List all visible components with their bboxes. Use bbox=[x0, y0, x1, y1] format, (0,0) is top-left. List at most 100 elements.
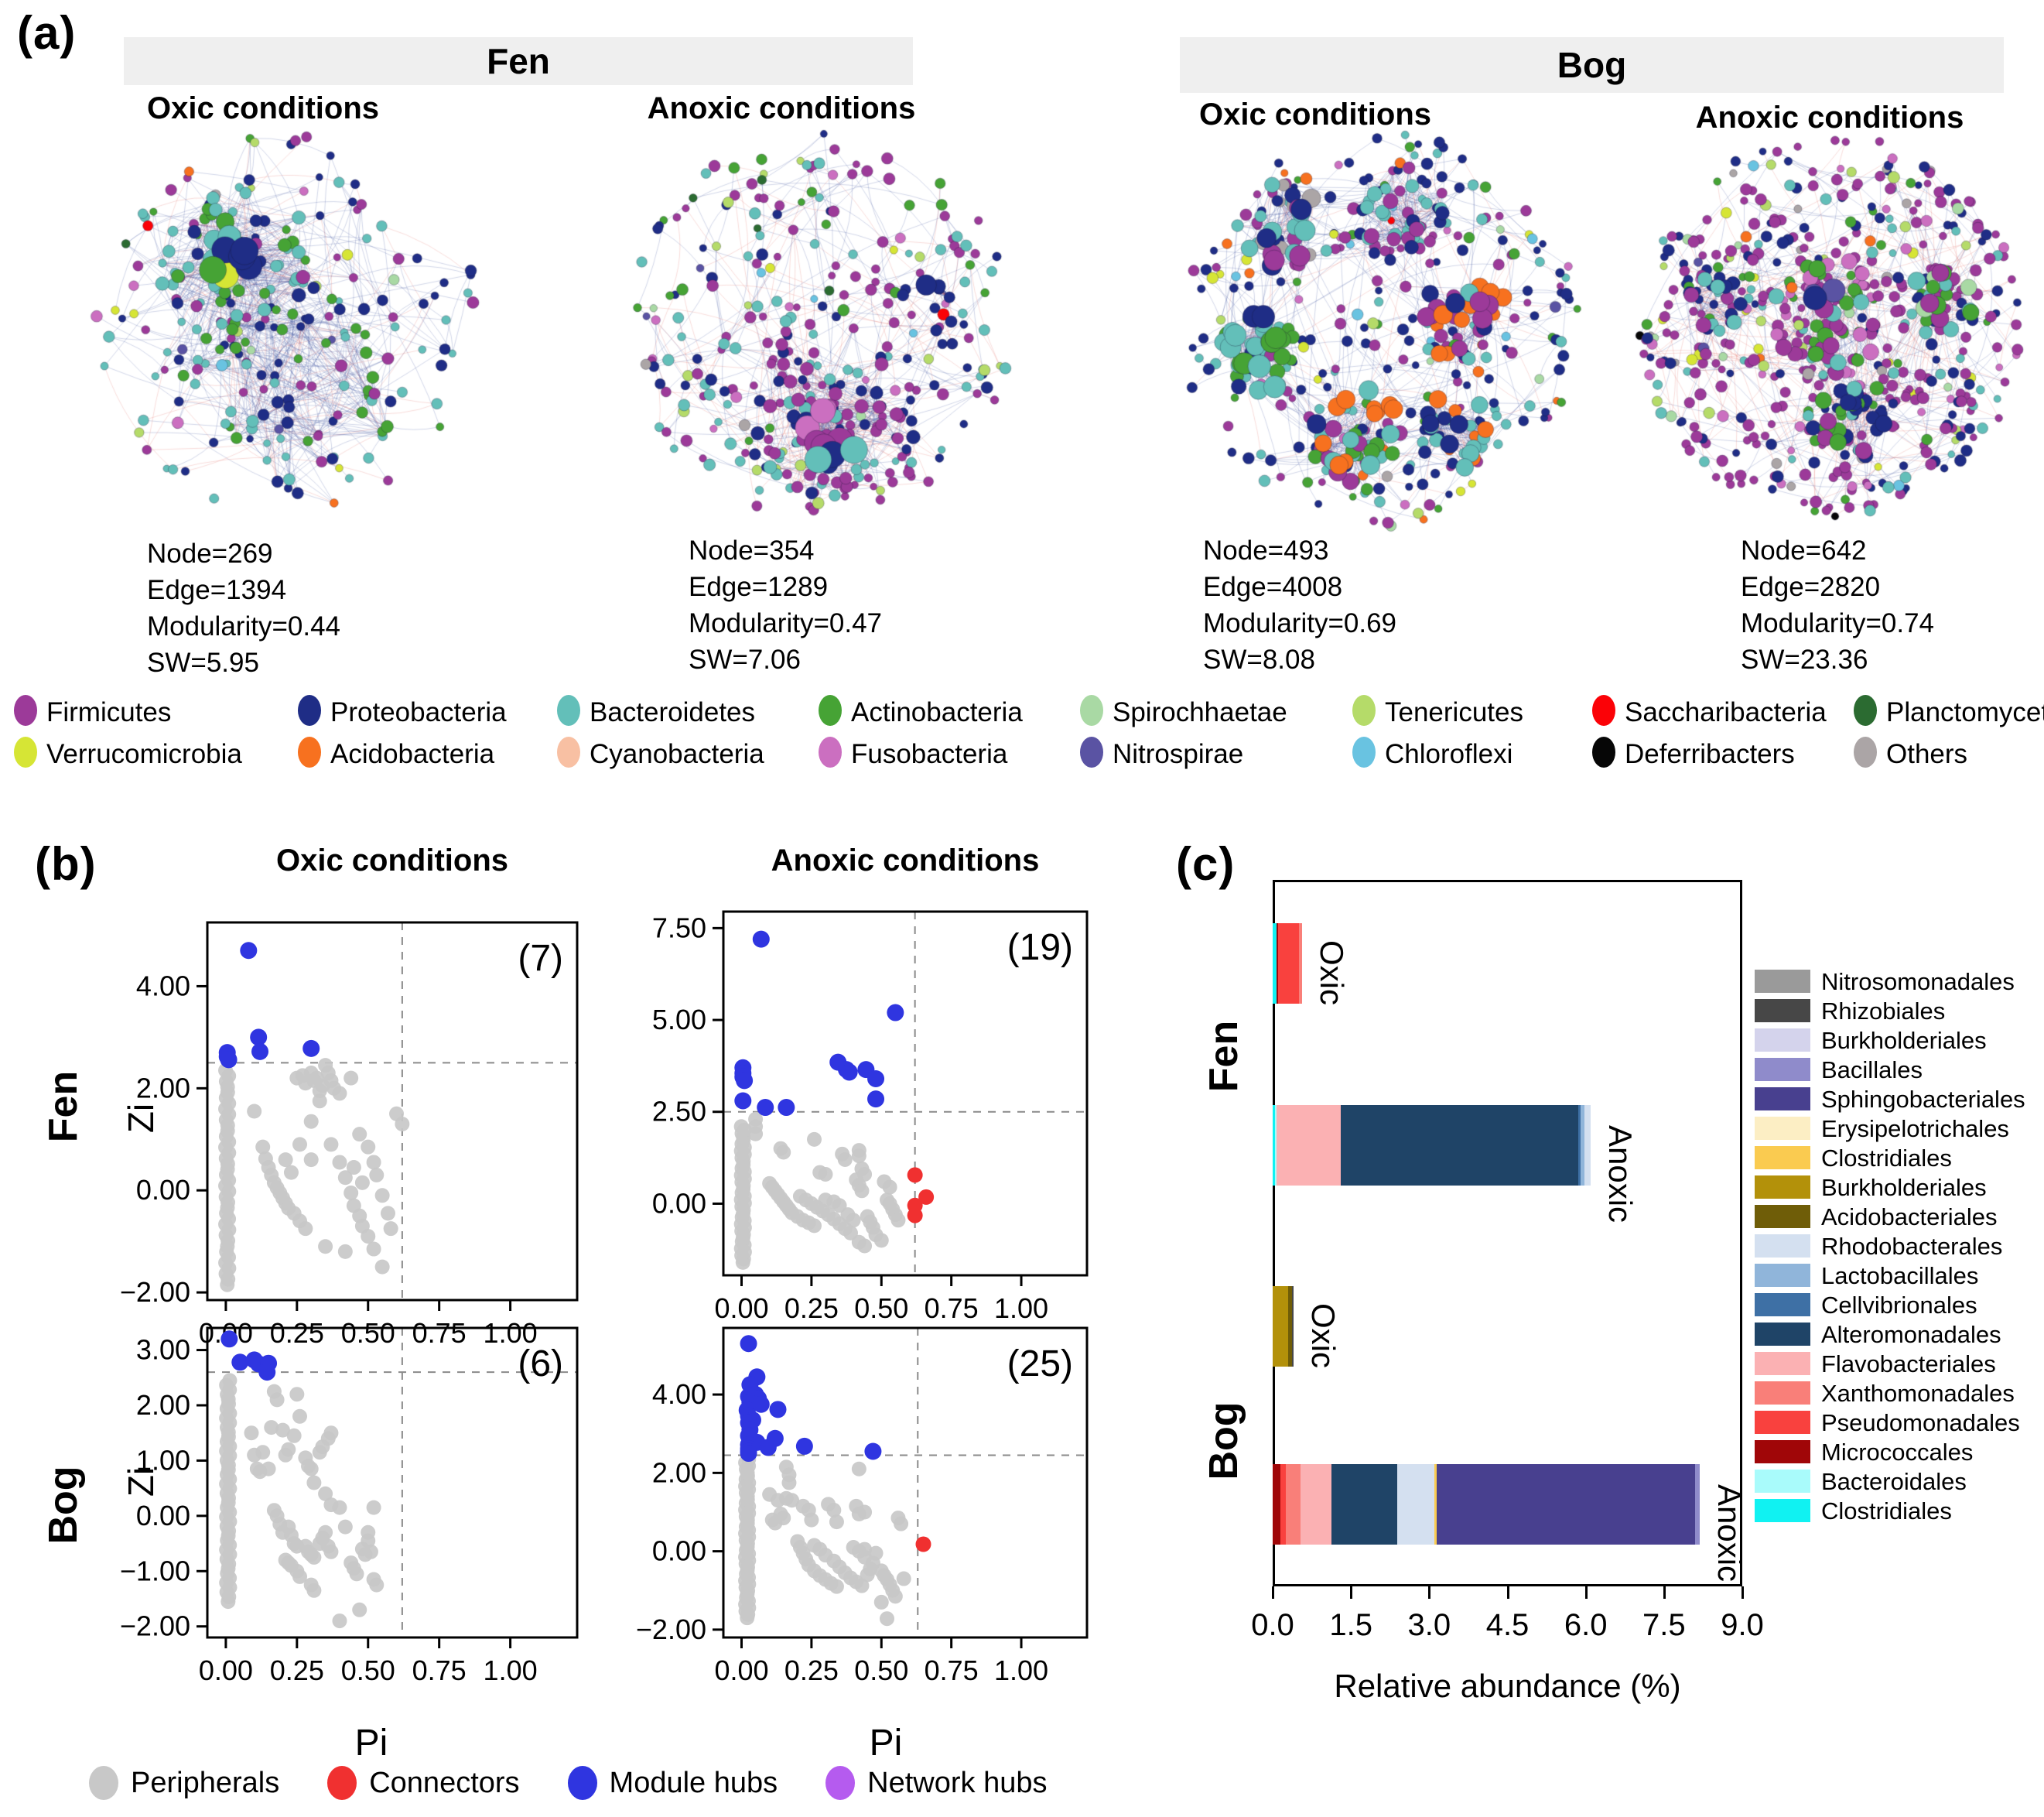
network-stat-line: Edge=4008 bbox=[1203, 572, 1343, 602]
bar-segment-rhizobiales bbox=[1291, 1286, 1294, 1367]
bar-segment-burkholderiales bbox=[1273, 1286, 1289, 1367]
role-legend-dot-icon bbox=[567, 1766, 597, 1800]
order-legend-label: Erysipelotrichales bbox=[1821, 1115, 2009, 1142]
order-legend-label: Nitrosomonadales bbox=[1821, 968, 2015, 995]
order-legend-label: Clostridiales bbox=[1821, 1145, 1952, 1172]
bar-segment-rhodobacterales bbox=[1396, 1464, 1435, 1545]
order-legend-swatch-icon bbox=[1755, 1117, 1810, 1140]
fen-anoxic-subtitle: Anoxic conditions bbox=[647, 91, 916, 125]
pi-label-oxic: Pi bbox=[354, 1723, 388, 1764]
bar-segment-micrococcales bbox=[1276, 923, 1279, 1004]
bar-segment-flavobacteriales bbox=[1277, 1105, 1341, 1186]
svg-text:(6): (6) bbox=[518, 1343, 563, 1384]
scatter-svg-bog_anoxic: 4.002.000.00−2.000.00 0.25 0.50 0.75 1.00(25… bbox=[636, 1326, 1089, 1686]
bar-axis-tick-label: 0.0 bbox=[1251, 1608, 1294, 1642]
svg-text:0.00: 0.00 bbox=[136, 1500, 190, 1531]
bar-segment-rhodobacterales bbox=[1584, 1105, 1591, 1186]
svg-text:2.00: 2.00 bbox=[136, 1389, 190, 1421]
phylum-legend-label: Planctomycetes bbox=[1886, 697, 2044, 727]
svg-text:0.75: 0.75 bbox=[925, 1292, 979, 1324]
bar-axis-tick bbox=[1272, 1586, 1274, 1599]
bar-axis-tick bbox=[1428, 1586, 1431, 1599]
phylum-legend-dot-icon bbox=[1592, 695, 1615, 726]
order-legend-label: Burkholderiales bbox=[1821, 1027, 1987, 1054]
svg-text:−2.00: −2.00 bbox=[120, 1276, 190, 1308]
phylum-legend-label: Deferribacters bbox=[1625, 739, 1795, 769]
network-stat-line: SW=7.06 bbox=[689, 645, 801, 675]
svg-text:0.75: 0.75 bbox=[412, 1654, 467, 1686]
network-stat-line: Edge=1394 bbox=[147, 575, 287, 605]
phylum-legend-dot-icon bbox=[1592, 737, 1615, 768]
network-diagram-bog-oxic bbox=[1126, 122, 1636, 536]
order-legend-label: Clostridiales bbox=[1821, 1497, 1952, 1524]
network-stats-fen-anoxic: Node=354 Edge=1289 Modularity=0.47 SW=7.06 bbox=[689, 532, 882, 678]
phylum-legend-label: Nitrospirae bbox=[1113, 739, 1244, 769]
network-stat-line: Edge=2820 bbox=[1741, 572, 1881, 602]
fen-oxic-subtitle: Oxic conditions bbox=[146, 91, 380, 125]
bar-segment-clostridiales bbox=[1273, 923, 1277, 1004]
bar-condition-label: Anoxic bbox=[1711, 1483, 1748, 1583]
bar-condition-label: Oxic bbox=[1314, 940, 1351, 1005]
role-legend-label: Module hubs bbox=[609, 1766, 778, 1799]
phylum-legend-dot-icon bbox=[1080, 695, 1103, 726]
svg-text:1.00: 1.00 bbox=[994, 1654, 1048, 1686]
bar-segment-pseudomonadales bbox=[1278, 923, 1300, 1004]
order-legend-swatch-icon bbox=[1755, 1175, 1810, 1199]
svg-text:0.50: 0.50 bbox=[854, 1654, 908, 1686]
order-legend-swatch-icon bbox=[1755, 1411, 1810, 1434]
order-legend-label: Cellvibrionales bbox=[1821, 1292, 1977, 1319]
network-stat-line: Node=354 bbox=[689, 536, 815, 566]
phylum-legend-dot-icon bbox=[1352, 737, 1376, 768]
bar-axis-tick bbox=[1663, 1586, 1666, 1599]
svg-text:0.00: 0.00 bbox=[199, 1654, 253, 1686]
phylum-legend-label: Cyanobacteria bbox=[590, 739, 764, 769]
role-legend-item: Connectors bbox=[327, 1766, 520, 1800]
fen-group-header: Fen bbox=[124, 37, 913, 85]
phylum-legend-dot-icon bbox=[1080, 737, 1103, 768]
svg-text:(7): (7) bbox=[518, 938, 563, 979]
panel-b-row-label-fen: Fen bbox=[41, 1070, 86, 1143]
svg-text:0.25: 0.25 bbox=[270, 1654, 324, 1686]
network-stats-fen-oxic: Node=269 Edge=1394 Modularity=0.44 SW=5.95 bbox=[147, 536, 340, 681]
order-legend-label: Rhodobacterales bbox=[1821, 1233, 2003, 1260]
phylum-legend-label: Fusobacteria bbox=[851, 739, 1008, 769]
bar-segment-alteromonadales bbox=[1331, 1464, 1397, 1545]
network-stat-line: Node=642 bbox=[1741, 536, 1867, 566]
network-stat-line: Modularity=0.69 bbox=[1203, 608, 1397, 638]
bar-axis-tick-label: 6.0 bbox=[1564, 1608, 1608, 1642]
panel-b-row-label-bog: Bog bbox=[41, 1466, 86, 1545]
svg-text:0.50: 0.50 bbox=[341, 1654, 395, 1686]
order-legend-swatch-icon bbox=[1755, 1028, 1810, 1052]
bar-axis-tick-label: 7.5 bbox=[1642, 1608, 1686, 1642]
bar-condition-label: Oxic bbox=[1304, 1303, 1342, 1368]
network-diagram-fen-oxic bbox=[43, 124, 530, 530]
order-legend-label: Lactobacillales bbox=[1821, 1262, 1979, 1289]
phylum-legend-label: Spirochhaetae bbox=[1113, 697, 1287, 727]
order-legend-swatch-icon bbox=[1755, 1352, 1810, 1375]
svg-text:−2.00: −2.00 bbox=[636, 1613, 706, 1645]
order-legend-swatch-icon bbox=[1755, 1499, 1810, 1522]
phylum-legend-dot-icon bbox=[557, 695, 580, 726]
order-legend-swatch-icon bbox=[1755, 970, 1810, 993]
network-diagram-fen-anoxic bbox=[584, 124, 1056, 526]
svg-text:0.50: 0.50 bbox=[854, 1292, 908, 1324]
phylum-legend-dot-icon bbox=[298, 737, 321, 768]
phylum-legend-dot-icon bbox=[298, 695, 321, 726]
bar-segment-bacillales bbox=[1694, 1464, 1700, 1545]
order-legend-label: Xanthomonadales bbox=[1821, 1380, 2015, 1407]
panel-c-row-label-fen: Fen bbox=[1201, 1020, 1246, 1093]
order-legend-swatch-icon bbox=[1755, 1470, 1810, 1493]
order-legend-swatch-icon bbox=[1755, 1058, 1810, 1081]
bar-x-axis-label: Relative abundance (%) bbox=[1334, 1668, 1681, 1704]
order-legend-swatch-icon bbox=[1755, 1264, 1810, 1287]
svg-text:1.00: 1.00 bbox=[484, 1317, 538, 1349]
phylum-legend-label: Tenericutes bbox=[1385, 697, 1523, 727]
role-legend-label: Connectors bbox=[369, 1766, 520, 1799]
bar-axis-tick-label: 9.0 bbox=[1721, 1608, 1764, 1642]
phylum-legend-dot-icon bbox=[1854, 695, 1877, 726]
order-legend-label: Bacteroidales bbox=[1821, 1468, 1967, 1495]
bar-segment-lactobacillales bbox=[1580, 1105, 1584, 1186]
svg-text:(25): (25) bbox=[1007, 1343, 1073, 1384]
svg-text:1.00: 1.00 bbox=[994, 1292, 1048, 1324]
